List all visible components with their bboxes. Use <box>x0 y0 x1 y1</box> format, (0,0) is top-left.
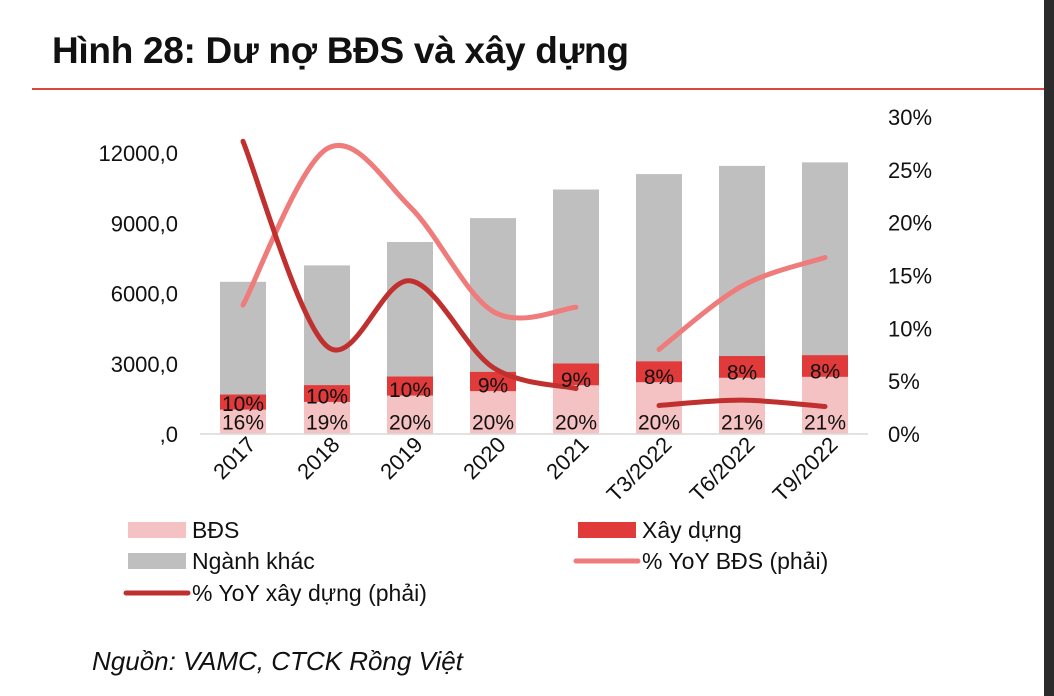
chart-title: Hình 28: Dư nợ BĐS và xây dựng <box>52 30 629 71</box>
line-yoy-xay-dung-phai-segment-1 <box>240 138 579 392</box>
y2-tick-label-6: 30% <box>888 105 932 130</box>
data-label-bds-2018: 19% <box>306 412 348 435</box>
lines-layer <box>240 138 828 410</box>
bar-nganh-khac-t6-2022 <box>719 165 765 357</box>
y-tick-label-3: 9000,0 <box>111 211 178 236</box>
line-yoy-bds-phai-segment-2 <box>656 255 828 352</box>
legend-swatch-nganh-khac <box>128 553 186 569</box>
bar-bds-2021 <box>553 385 599 434</box>
data-label-bds-2019: 20% <box>389 412 431 435</box>
bar-nganh-khac-2017 <box>220 281 266 395</box>
legend-label-nganh-khac: Ngành khác <box>192 548 315 574</box>
legend-label-yoy-bds-phai: % YoY BĐS (phải) <box>642 548 828 574</box>
legend: BĐS Xây dựng Ngành khác % YoY BĐS (phải) % Y… <box>123 517 828 606</box>
bar-xay-dung-2017 <box>220 394 266 410</box>
x-tick-label-2021: 2021 <box>541 432 593 484</box>
bar-xay-dung-2021 <box>553 363 599 386</box>
bar-bds-t6-2022 <box>719 377 765 434</box>
window-edge <box>1044 0 1054 696</box>
bar-bds-t3-2022 <box>636 382 682 434</box>
data-label-xay-dung-2021: 9% <box>561 369 591 392</box>
y-tick-label-1: 3000,0 <box>111 352 178 377</box>
y-tick-label-0: ,0 <box>160 422 178 447</box>
line-yoy-xay-dung-phai-segment-2 <box>656 397 828 410</box>
bar-xay-dung-t9-2022 <box>802 355 848 377</box>
data-label-xay-dung-t6-2022: 8% <box>727 361 757 384</box>
x-tick-label-t3-2022: T3/2022 <box>602 432 677 507</box>
data-label-xay-dung-2017: 10% <box>222 393 264 416</box>
bar-bds-2019 <box>387 395 433 434</box>
x-tick-label-t6-2022: T6/2022 <box>685 432 760 507</box>
data-label-xay-dung-2020: 9% <box>478 375 508 398</box>
x-tick-label-2020: 2020 <box>458 432 510 484</box>
y-tick-label-4: 12000,0 <box>98 141 178 166</box>
y2-tick-label-4: 20% <box>888 211 932 236</box>
data-label-bds-2020: 20% <box>472 412 514 435</box>
y2-tick-label-1: 5% <box>888 369 920 394</box>
x-tick-label-2019: 2019 <box>375 432 427 484</box>
y2-tick-label-2: 10% <box>888 316 932 341</box>
bar-xay-dung-2018 <box>304 385 350 402</box>
data-label-xay-dung-t9-2022: 8% <box>810 360 840 383</box>
legend-label-bds: BĐS <box>192 517 239 543</box>
bar-bds-2018 <box>304 401 350 434</box>
bar-bds-2020 <box>470 391 516 434</box>
legend-label-xay-dung: Xây dựng <box>642 517 742 543</box>
line-yoy-bds-phai-segment-1 <box>240 142 579 321</box>
bar-xay-dung-2020 <box>470 371 516 392</box>
y-tick-label-2: 6000,0 <box>111 282 178 307</box>
data-label-xay-dung-t3-2022: 8% <box>644 366 674 389</box>
bars-layer <box>220 162 848 434</box>
y2-tick-label-3: 15% <box>888 264 932 289</box>
x-tick-label-t9-2022: T9/2022 <box>768 432 843 507</box>
data-label-bds-t6-2022: 21% <box>721 412 763 435</box>
x-tick-label-2018: 2018 <box>292 432 344 484</box>
bar-bds-2017 <box>220 409 266 434</box>
data-label-xay-dung-2019: 10% <box>389 379 431 402</box>
legend-swatch-bds <box>128 522 186 538</box>
y2-tick-label-5: 25% <box>888 158 932 183</box>
title-divider <box>32 88 1044 90</box>
source-note: Nguồn: VAMC, CTCK Rồng Việt <box>92 646 463 676</box>
bar-nganh-khac-t3-2022 <box>636 174 682 362</box>
bar-xay-dung-t3-2022 <box>636 361 682 383</box>
data-labels-layer: 16% 19% 20% 20% 20% 20% 21% 21% 10% 10% 10% 9% 9% 8% 8… <box>222 360 846 434</box>
bar-xay-dung-2019 <box>387 376 433 396</box>
legend-label-yoy-xay-dung-phai: % YoY xây dựng (phải) <box>192 580 427 606</box>
bar-nganh-khac-2021 <box>553 189 599 364</box>
y2-tick-label-0: 0% <box>888 422 920 447</box>
bar-xay-dung-t6-2022 <box>719 356 765 378</box>
data-label-bds-t3-2022: 20% <box>638 412 680 435</box>
bar-nganh-khac-2019 <box>387 241 433 377</box>
x-tick-label-2017: 2017 <box>208 432 260 484</box>
data-label-bds-t9-2022: 21% <box>804 412 846 435</box>
legend-swatch-xay-dung <box>578 522 636 538</box>
data-label-xay-dung-2018: 10% <box>306 385 348 408</box>
data-label-bds-2017: 16% <box>222 412 264 435</box>
data-label-bds-2021: 20% <box>555 412 597 435</box>
